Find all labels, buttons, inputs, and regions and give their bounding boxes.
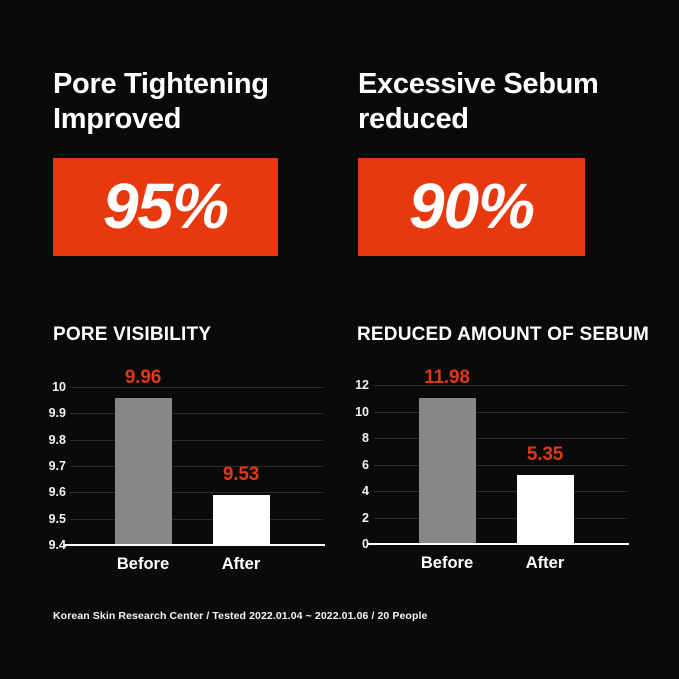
gridline	[70, 466, 323, 467]
sebum-heading: Excessive Sebum reduced	[358, 67, 599, 137]
y-tick-label: 4	[362, 484, 369, 498]
gridline	[374, 518, 627, 519]
x-category-label: Before	[420, 554, 474, 572]
x-category-label: Before	[116, 555, 170, 573]
gridline	[374, 465, 627, 466]
gridline	[374, 438, 627, 439]
x-axis-line	[63, 544, 325, 546]
y-tick-label: 6	[362, 458, 369, 472]
bar-after	[517, 475, 574, 544]
gridline	[374, 385, 627, 386]
sebum-highlight-percent: 90%	[408, 170, 535, 242]
heading-line: Improved	[53, 103, 182, 135]
bar-value-label: 9.96	[124, 367, 162, 388]
heading-line: Excessive Sebum	[358, 68, 599, 100]
pore-highlight-percent: 95%	[102, 170, 229, 242]
pore-highlight-box: 95%	[53, 158, 278, 256]
bar-after	[213, 495, 270, 545]
x-axis-line	[367, 543, 629, 545]
y-tick-label: 9.8	[48, 433, 66, 447]
sebum-chart-title: REDUCED AMOUNT OF SEBUM	[357, 324, 650, 345]
gridline	[374, 412, 627, 413]
y-tick-label: 9.5	[48, 512, 66, 526]
y-tick-label: 12	[355, 378, 369, 392]
gridline	[70, 387, 323, 388]
x-category-label: After	[525, 554, 565, 572]
heading-line: Pore Tightening	[53, 68, 269, 100]
x-category-label: After	[221, 555, 261, 573]
gridline	[70, 440, 323, 441]
y-tick-label: 9.9	[48, 406, 66, 420]
heading-line: reduced	[358, 103, 469, 135]
gridline	[70, 492, 323, 493]
bar-value-label: 9.53	[222, 464, 260, 485]
y-tick-label: 10	[52, 380, 66, 394]
bar-value-label: 5.35	[526, 444, 564, 465]
y-tick-label: 0	[362, 537, 369, 551]
y-tick-label: 10	[355, 405, 369, 419]
y-tick-label: 8	[362, 431, 369, 445]
pore-tightening-heading: Pore Tightening Improved	[53, 67, 269, 137]
y-tick-label: 9.4	[48, 538, 66, 552]
sebum-highlight-box: 90%	[358, 158, 585, 256]
y-tick-label: 9.6	[48, 485, 66, 499]
pore-chart-title: PORE VISIBILITY	[53, 324, 212, 345]
gridline	[70, 519, 323, 520]
gridline	[374, 491, 627, 492]
bar-before	[419, 398, 476, 544]
y-tick-label: 2	[362, 511, 369, 525]
y-tick-label: 9.7	[48, 459, 66, 473]
bar-value-label: 11.98	[424, 367, 470, 388]
test-disclaimer: Korean Skin Research Center / Tested 202…	[53, 610, 428, 622]
gridline	[70, 413, 323, 414]
bar-before	[115, 398, 172, 545]
